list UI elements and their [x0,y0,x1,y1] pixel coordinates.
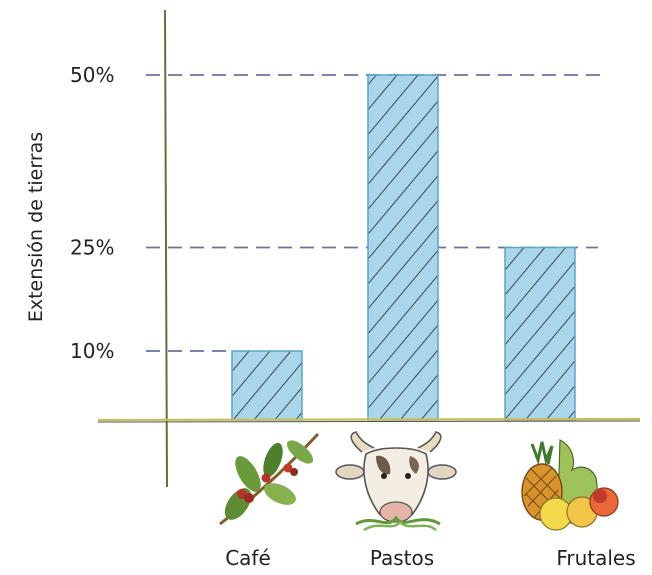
x-axis-baseline [97,417,641,422]
bar-pastos [367,74,439,421]
y-tick-labels: 10% 25% 50% [70,63,114,363]
y-tick-label: 10% [70,339,114,363]
x-axis-shadow [97,420,641,423]
cow-head-icon [335,431,457,532]
y-tick-label: 25% [70,236,114,260]
category-labels: Café Pastos Frutales [225,546,635,570]
category-label: Pastos [370,546,434,570]
fruit-basket-icon [521,439,619,531]
y-axis-label: Extensión de tierras [25,132,47,322]
y-tick-label: 50% [70,63,114,87]
category-label: Café [225,546,271,570]
bar-frutales [504,246,576,421]
bar-café [231,350,303,421]
bars [231,74,576,421]
category-label: Frutales [556,546,635,570]
y-axis [164,9,168,488]
coffee-branch-icon [219,432,320,526]
